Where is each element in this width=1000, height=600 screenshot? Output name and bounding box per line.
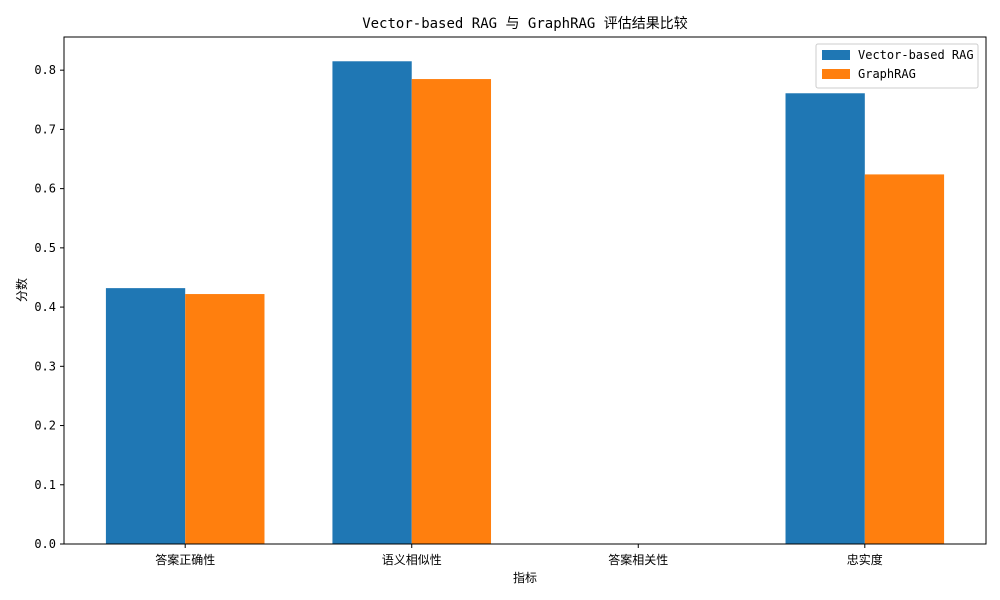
bar-vector-rag-1	[332, 61, 412, 544]
y-axis-label: 分数	[14, 278, 29, 302]
y-tick-label: 0.5	[34, 241, 56, 255]
x-tick-label: 忠实度	[847, 552, 883, 567]
legend-label-graphrag: GraphRAG	[858, 67, 916, 81]
bar-vector-rag-0	[105, 288, 186, 544]
bar-vector-rag-3	[785, 93, 865, 545]
x-tick-label: 答案正确性	[155, 552, 215, 567]
y-tick-label: 0.0	[34, 537, 56, 551]
axes-layer: 0.0 0.1 0.2 0.3 0.4 0.5 0.6 0.7 0.8 答案正确性 语义相似性 答案相…	[34, 36, 987, 567]
y-tick-label: 0.7	[34, 122, 56, 136]
legend-swatch-vector-rag	[822, 50, 850, 60]
legend-label-vector-rag: Vector-based RAG	[858, 48, 974, 62]
y-tick-label: 0.2	[34, 419, 56, 433]
chart-title: Vector-based RAG 与 GraphRAG 评估结果比较	[362, 16, 688, 32]
bar-graphrag-3	[864, 174, 945, 544]
x-axis-label: 指标	[513, 570, 537, 585]
y-tick-label: 0.6	[34, 182, 56, 196]
y-tick-label: 0.8	[34, 63, 56, 77]
legend: Vector-based RAG GraphRAG	[815, 43, 979, 89]
legend-swatch-graphrag	[822, 69, 850, 79]
bars-layer	[105, 61, 945, 545]
x-tick-label: 语义相似性	[382, 553, 442, 567]
y-tick-label: 0.1	[34, 478, 56, 492]
y-tick-label: 0.4	[34, 300, 56, 314]
x-tick-label: 答案相关性	[608, 552, 668, 567]
bar-graphrag-0	[185, 294, 265, 544]
bar-graphrag-1	[411, 79, 492, 545]
plot-frame	[63, 36, 987, 545]
legend-box	[815, 43, 979, 89]
y-tick-label: 0.3	[34, 359, 56, 373]
